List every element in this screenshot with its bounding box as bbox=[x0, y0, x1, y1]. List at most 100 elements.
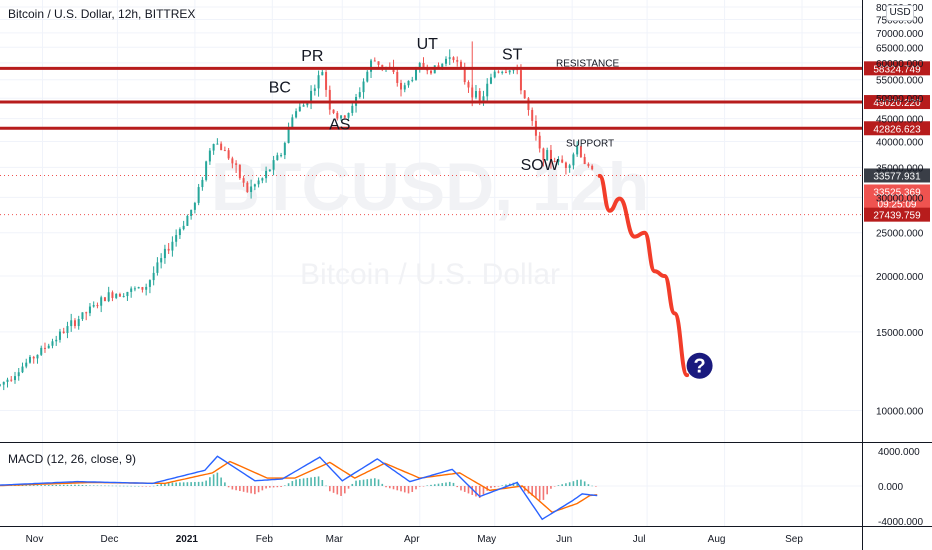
candle-body bbox=[175, 235, 178, 242]
macd-tick-label: 4000.000 bbox=[878, 447, 920, 458]
candle-body bbox=[190, 209, 193, 216]
macd-histogram-bar bbox=[568, 482, 571, 486]
macd-histogram-bar bbox=[347, 486, 350, 489]
macd-histogram-bar bbox=[21, 485, 24, 486]
macd-histogram-bar bbox=[433, 484, 436, 486]
price-tick-label: 60000.000 bbox=[876, 59, 924, 70]
level-price-badge-0 bbox=[864, 61, 930, 76]
candle-body bbox=[77, 319, 80, 327]
macd-histogram-bar bbox=[329, 486, 331, 492]
price-tick-label: 35000.000 bbox=[876, 163, 924, 174]
candle-body bbox=[242, 178, 245, 183]
dotted-level-badge-0 bbox=[864, 168, 930, 183]
macd-histogram-bar bbox=[272, 486, 275, 488]
candle-body bbox=[579, 146, 582, 158]
candle-body bbox=[126, 291, 129, 297]
macd-histogram-bar bbox=[576, 479, 578, 486]
macd-histogram-bar bbox=[92, 485, 95, 486]
candle-body bbox=[208, 150, 211, 162]
candle-body bbox=[246, 182, 249, 193]
candle-body bbox=[231, 158, 234, 164]
candle-body bbox=[163, 248, 166, 259]
candle-body bbox=[295, 111, 298, 118]
candle-body bbox=[370, 60, 373, 72]
macd-histogram-bar bbox=[448, 481, 451, 486]
currency-button[interactable]: USD bbox=[886, 5, 914, 21]
macd-histogram-bar bbox=[265, 486, 267, 489]
macd-histogram-bar bbox=[182, 482, 185, 486]
macd-histogram-bar bbox=[355, 480, 357, 486]
macd-histogram-bar bbox=[167, 482, 170, 486]
candle-body bbox=[415, 69, 418, 80]
candle-body bbox=[504, 71, 507, 73]
macd-histogram-bar bbox=[89, 485, 91, 486]
candle-body bbox=[583, 157, 586, 165]
candle-body bbox=[96, 305, 99, 307]
macd-histogram-bar bbox=[336, 486, 339, 495]
candle-body bbox=[497, 71, 500, 73]
dotted-level-label-0: 33577.931 bbox=[873, 171, 921, 182]
candle-body bbox=[205, 161, 208, 180]
candle-body bbox=[407, 80, 410, 86]
candle-body bbox=[381, 64, 384, 68]
macd-histogram-bar bbox=[145, 486, 147, 487]
macd-histogram-bar bbox=[411, 486, 414, 492]
candle-body bbox=[137, 287, 140, 289]
candle-body bbox=[283, 142, 286, 156]
price-tick-label: 20000.000 bbox=[876, 272, 924, 283]
macd-histogram-bar bbox=[595, 486, 597, 487]
candle-body bbox=[422, 63, 425, 68]
candle-body bbox=[474, 91, 477, 98]
macd-histogram-bar bbox=[501, 485, 504, 486]
macd-histogram-bar bbox=[17, 485, 20, 486]
price-tick-label: 65000.000 bbox=[876, 43, 924, 54]
time-tick-label: Dec bbox=[101, 534, 119, 545]
level-price-label-2: 42826.623 bbox=[873, 124, 921, 135]
candle-body bbox=[197, 187, 200, 203]
time-tick-label: Feb bbox=[256, 534, 274, 545]
time-tick-label: Mar bbox=[326, 534, 344, 545]
candle-body bbox=[396, 71, 399, 83]
candle-body bbox=[325, 72, 328, 90]
candle-body bbox=[482, 96, 485, 101]
macd-histogram-bar bbox=[59, 484, 61, 486]
macd-histogram-bar bbox=[456, 486, 459, 488]
candle-body bbox=[201, 179, 204, 188]
macd-line bbox=[0, 455, 598, 521]
candle-body bbox=[287, 126, 290, 143]
candle-body bbox=[73, 320, 76, 327]
macd-histogram-bar bbox=[107, 485, 110, 487]
candle-body bbox=[527, 98, 530, 110]
macd-histogram-bar bbox=[478, 486, 481, 498]
macd-histogram-bar bbox=[119, 485, 121, 487]
candle-body bbox=[66, 326, 69, 334]
macd-histogram-bar bbox=[388, 486, 391, 489]
candle-body bbox=[377, 61, 380, 65]
macd-histogram-bar bbox=[490, 486, 492, 489]
macd-histogram-bar bbox=[96, 485, 99, 487]
candle-body bbox=[32, 356, 35, 359]
candle-body bbox=[392, 67, 395, 72]
candle-body bbox=[115, 293, 118, 298]
candle-body bbox=[411, 79, 414, 81]
candle-body bbox=[336, 112, 339, 119]
macd-histogram-bar bbox=[550, 486, 552, 489]
macd-histogram-bar bbox=[482, 486, 485, 495]
price-tick-label: 25000.000 bbox=[876, 229, 924, 240]
candle-body bbox=[538, 135, 541, 149]
macd-histogram-bar bbox=[310, 477, 312, 486]
price-tick-label: 15000.000 bbox=[876, 328, 924, 339]
candle-body bbox=[313, 88, 316, 91]
macd-histogram-bar bbox=[475, 486, 477, 497]
question-badge-text: ? bbox=[693, 356, 705, 378]
candle-body bbox=[160, 258, 163, 263]
macd-histogram-bar bbox=[70, 484, 73, 486]
candle-body bbox=[343, 115, 346, 118]
macd-histogram-bar bbox=[407, 486, 410, 494]
candle-body bbox=[223, 150, 226, 152]
price-tick-label: 50000.000 bbox=[876, 94, 924, 105]
time-tick-label: Sep bbox=[785, 534, 803, 545]
candle-body bbox=[444, 58, 447, 64]
candle-body bbox=[81, 312, 84, 320]
